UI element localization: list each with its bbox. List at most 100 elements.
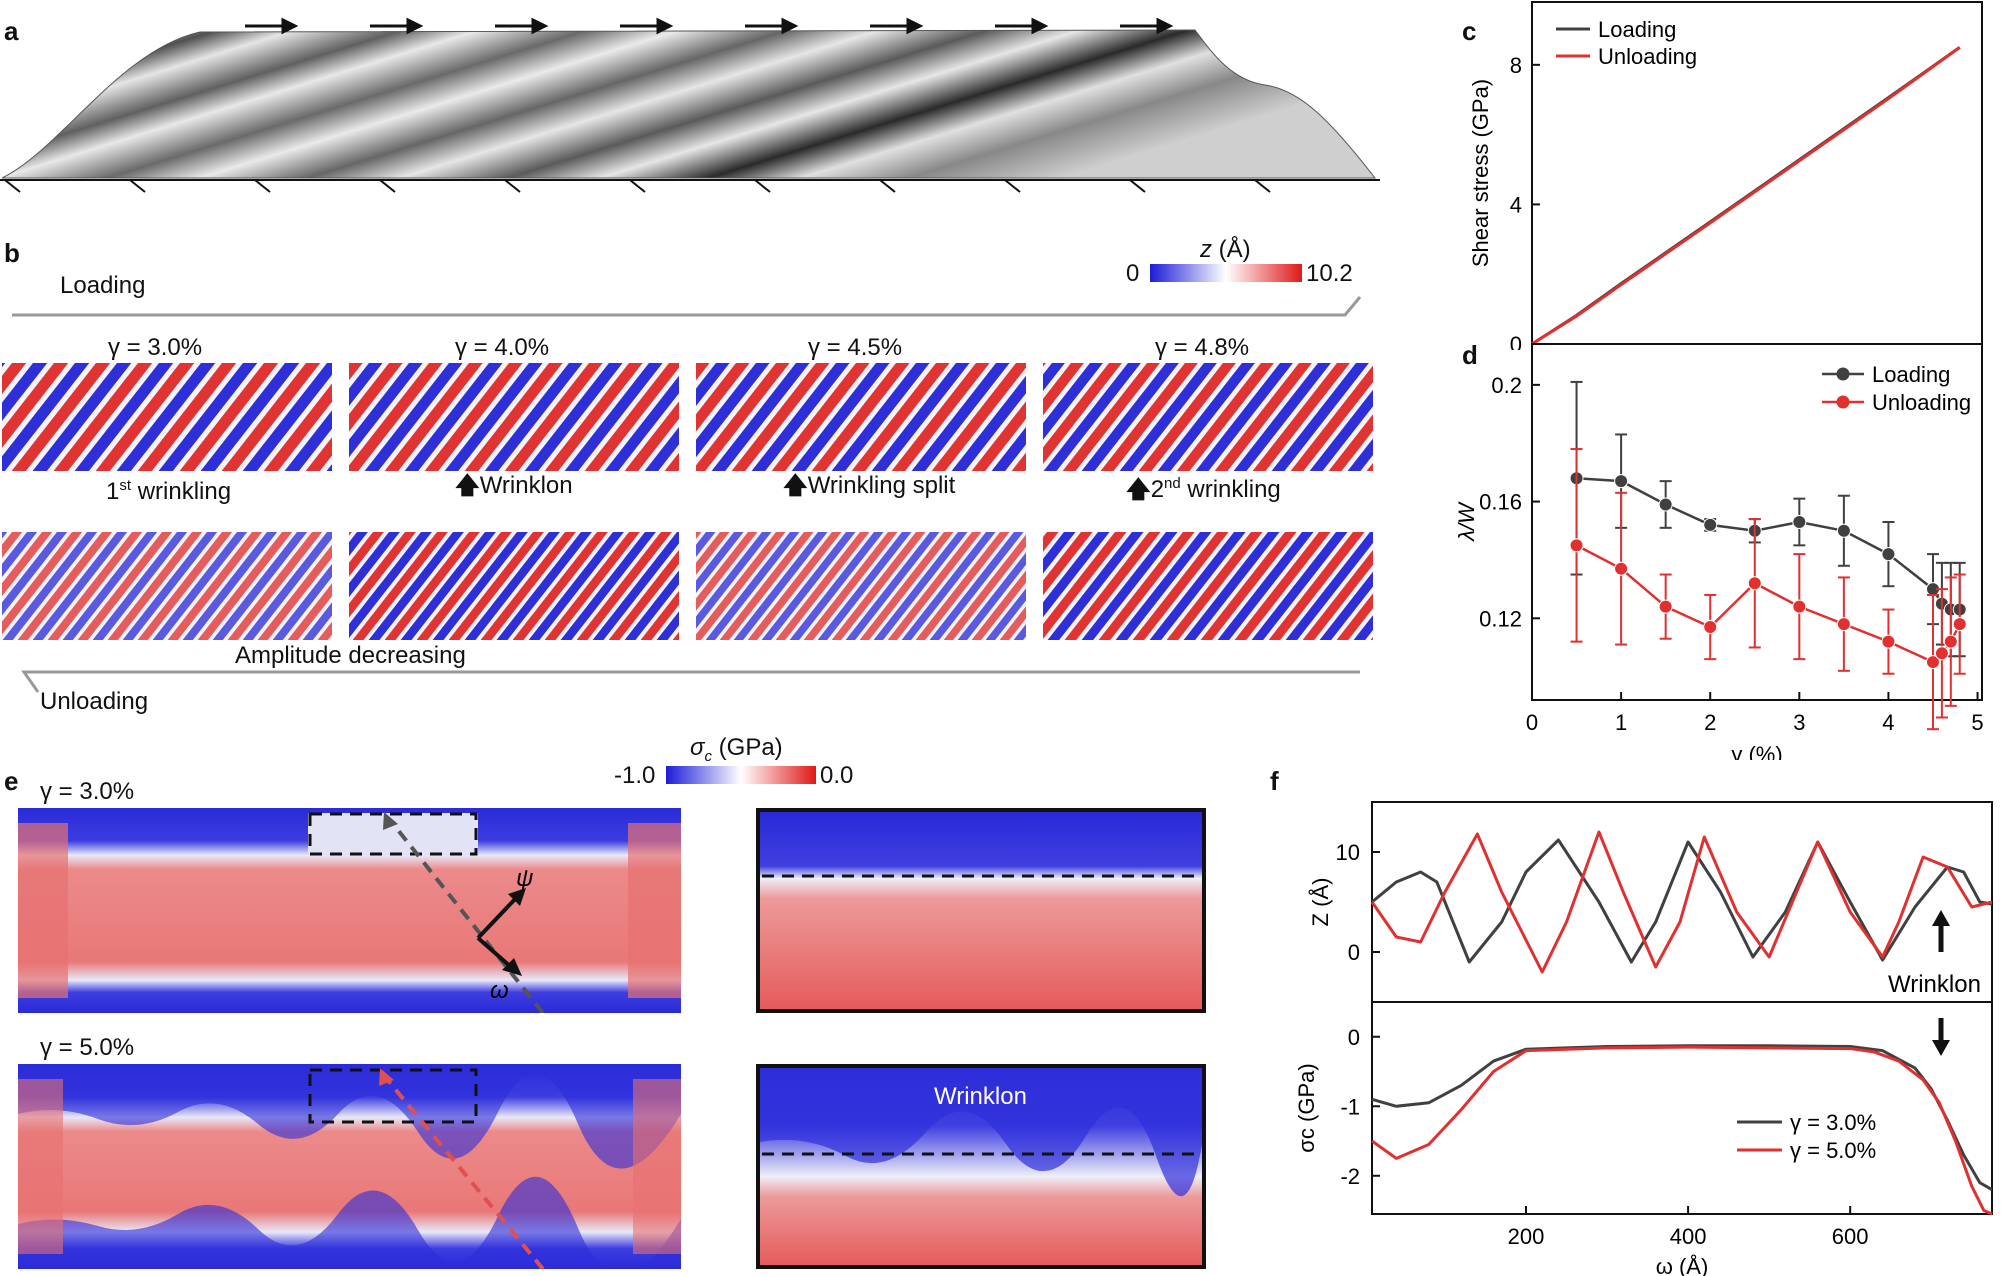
- d-xtick-label-5: 5: [1971, 710, 1983, 735]
- f-bot-ytick-label-0: -2: [1340, 1164, 1360, 1189]
- strain-label-4: γ = 4.8%: [1155, 334, 1250, 361]
- unloading-map-4: [1043, 532, 1373, 640]
- d-point-0-6: [1836, 523, 1851, 538]
- d-legend-marker-1: [1836, 395, 1850, 409]
- d-point-1-0: [1569, 538, 1584, 553]
- sigma-colorbar: [666, 766, 816, 784]
- d-xtick-label-2: 2: [1704, 710, 1716, 735]
- panel-label-c: c: [1462, 16, 1477, 46]
- d-xtick-label-4: 4: [1882, 710, 1894, 735]
- unloading-map-1: [2, 532, 332, 640]
- f-top-ylabel: Z (Å): [1308, 878, 1333, 927]
- strain-label-2: γ = 4.0%: [455, 334, 550, 361]
- panel-label-e: e: [4, 766, 19, 796]
- d-point-0-2: [1658, 497, 1673, 512]
- loading-map-1: [2, 363, 332, 471]
- f-xtick-label-2: 600: [1832, 1224, 1869, 1249]
- d-point-1-11: [1952, 617, 1967, 632]
- d-ylabel: λ/W: [1454, 501, 1479, 542]
- sigma-colorbar-title: σc (GPa): [690, 734, 783, 765]
- loading-map-4: [1043, 363, 1373, 471]
- d-point-1-5: [1792, 599, 1807, 614]
- up-arrow-icon: 🡅: [1126, 476, 1151, 503]
- d-point-0-5: [1792, 515, 1807, 529]
- second-wrinkling-annotation: 🡅2nd wrinkling: [1126, 475, 1281, 503]
- panel-label-d: d: [1462, 340, 1478, 370]
- d-point-1-9: [1934, 646, 1949, 661]
- d-series-1: [1575, 544, 1961, 664]
- up-arrow-icon: 🡅: [783, 472, 808, 499]
- strain-label-1: γ = 3.0%: [108, 334, 203, 361]
- d-point-1-4: [1747, 576, 1762, 591]
- d-point-1-2: [1658, 599, 1673, 614]
- d-legend-label-1: Unloading: [1872, 390, 1971, 415]
- z-colorbar-min: 0: [1126, 260, 1140, 287]
- d-point-1-6: [1836, 617, 1851, 632]
- f-xtick-label-1: 400: [1670, 1224, 1707, 1249]
- c-ytick-label-1: 4: [1510, 192, 1522, 217]
- d-point-0-7: [1881, 547, 1896, 562]
- f-bottom-frame: [1371, 1001, 1993, 1215]
- unloading-map-2: [349, 532, 679, 640]
- wrinklon-annotation: 🡅Wrinklon: [455, 472, 573, 499]
- psi-axis-label: ψ: [516, 865, 533, 892]
- c-ytick-label-2: 8: [1510, 53, 1522, 78]
- z-colorbar-unit: (Å): [1218, 236, 1251, 263]
- sigma-colorbar-min: -1.0: [614, 762, 656, 789]
- loading-map-3: [696, 363, 1026, 471]
- f-xtick-label-0: 200: [1508, 1224, 1545, 1249]
- wrinklon-inset-label: Wrinklon: [934, 1083, 1027, 1110]
- c-series-1: [1531, 46, 1961, 346]
- unloading-arrow: [21, 670, 1360, 693]
- f-bot-series-1: [1371, 1045, 1993, 1216]
- stress-map-top: ψ ω: [18, 808, 681, 1013]
- d-xlabel: γ (%): [1731, 742, 1782, 760]
- d-xtick-label-1: 1: [1615, 710, 1627, 735]
- c-legend-label-0: Loading: [1598, 17, 1676, 42]
- wrinkling-split-annotation: 🡅Wrinkling split: [783, 472, 956, 499]
- c-legend-label-1: Unloading: [1598, 44, 1697, 69]
- f-down-arrow-icon: [1932, 1040, 1950, 1056]
- unloading-map-3: [696, 532, 1026, 640]
- chart-d: 0.12 0.16 0.2 0 1 2 3 4 5 λ/W γ (%) Loading Unloadin…: [1454, 343, 1984, 760]
- loading-label: Loading: [60, 272, 146, 299]
- f-bot-series-0: [1371, 1044, 1993, 1191]
- amplitude-decreasing-label: Amplitude decreasing: [235, 642, 466, 669]
- strain-bottom-label: γ = 5.0%: [40, 1034, 135, 1061]
- d-point-1-8: [1925, 655, 1940, 670]
- d-ytick-label-1: 0.16: [1479, 490, 1522, 515]
- panel-label-b: b: [4, 238, 20, 268]
- f-top-ytick-label-1: 10: [1336, 840, 1360, 865]
- d-point-1-3: [1703, 620, 1718, 635]
- strain-top-label: γ = 3.0%: [40, 778, 135, 805]
- f-top-series-1: [1370, 830, 1993, 974]
- panel-label-a: a: [4, 16, 19, 46]
- omega-axis-label: ω: [490, 977, 509, 1004]
- stress-map-bottom: [18, 1064, 681, 1269]
- f-up-arrow-icon: [1932, 910, 1950, 926]
- d-legend-marker-0: [1836, 367, 1850, 381]
- f-legend-label-0: γ = 3.0%: [1790, 1110, 1876, 1135]
- up-arrow-icon: 🡅: [455, 472, 480, 499]
- panel-label-f: f: [1270, 766, 1279, 796]
- chart-f: 0 10 -2 -1 0 200 400 600 Z (Å) σc (GPa) ω (Å) γ = 3…: [1294, 801, 1993, 1276]
- f-xlabel: ω (Å): [1656, 1254, 1709, 1276]
- c-ylabel: Shear stress (GPa): [1468, 79, 1493, 267]
- d-point-0-3: [1703, 517, 1718, 532]
- c-ytick-label-0: 0: [1510, 332, 1522, 350]
- d-point-1-1: [1614, 561, 1629, 576]
- f-top-ytick-label-0: 0: [1348, 940, 1360, 965]
- d-point-0-1: [1614, 474, 1629, 489]
- d-xtick-label-3: 3: [1793, 710, 1805, 735]
- sigma-colorbar-max: 0.0: [820, 762, 854, 789]
- unloading-label: Unloading: [40, 688, 149, 715]
- zoom-inset-top: [756, 808, 1206, 1013]
- strain-label-3: γ = 4.5%: [808, 334, 903, 361]
- chart-d-frame: [1531, 343, 1983, 701]
- d-ytick-label-0: 0.12: [1479, 606, 1522, 631]
- z-colorbar-var: z: [1200, 236, 1212, 263]
- d-legend-label-0: Loading: [1872, 362, 1950, 387]
- d-xtick-label-0: 0: [1526, 710, 1538, 735]
